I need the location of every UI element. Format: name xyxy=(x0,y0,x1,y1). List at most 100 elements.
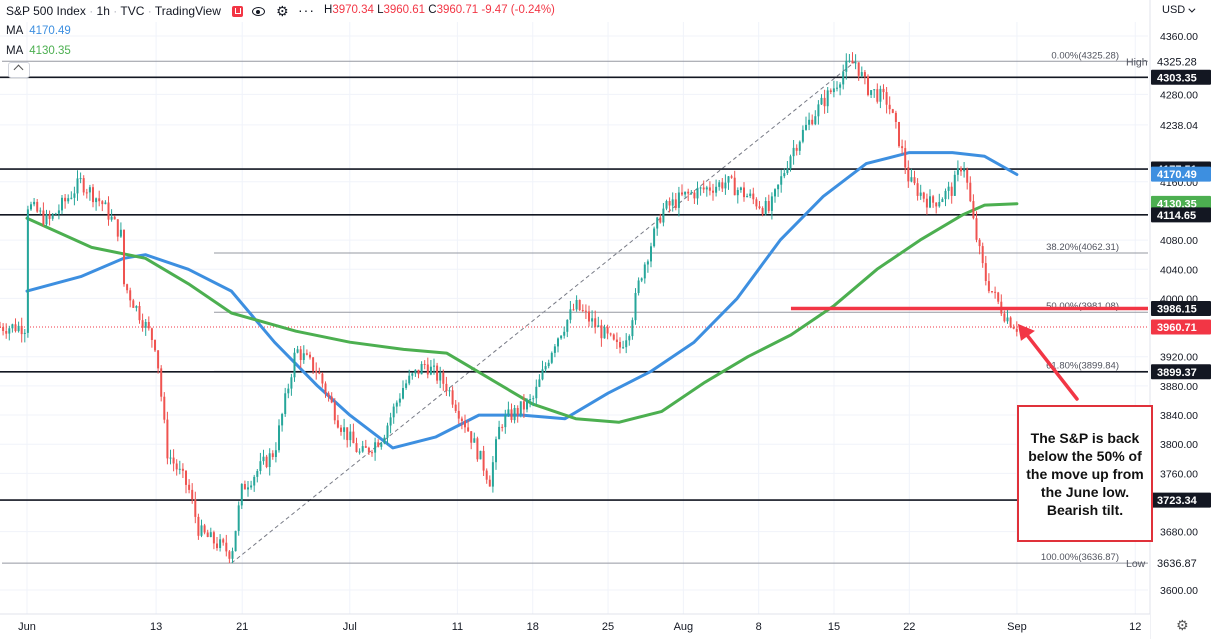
candle-body xyxy=(346,427,349,441)
candle-body xyxy=(550,352,553,363)
candle-body xyxy=(216,543,218,549)
gear-icon[interactable]: ⚙ xyxy=(276,3,289,19)
candle xyxy=(132,298,135,308)
candle xyxy=(817,100,820,125)
price-badge xyxy=(1151,166,1211,182)
candle xyxy=(281,412,284,432)
candle-body xyxy=(340,427,342,432)
candle-body xyxy=(445,383,448,391)
candle xyxy=(92,184,94,208)
annotation-text: The S&P is back below the 50% of the mov… xyxy=(1026,429,1144,518)
candle xyxy=(569,301,572,324)
candle-body xyxy=(299,349,302,360)
candle-body xyxy=(88,187,91,193)
candle xyxy=(755,197,758,210)
candle xyxy=(1015,321,1018,337)
candle xyxy=(200,519,203,538)
ma-legend-2[interactable]: MA 4130.35 xyxy=(6,45,71,57)
candle xyxy=(1009,316,1012,329)
candle xyxy=(724,174,727,195)
candle xyxy=(789,154,792,172)
candle xyxy=(947,181,950,200)
candle-body xyxy=(504,414,507,428)
candle xyxy=(687,188,690,201)
candle-body xyxy=(321,373,324,384)
candle xyxy=(243,480,246,490)
candle-body xyxy=(910,177,913,182)
candle-body xyxy=(761,208,764,214)
candle xyxy=(929,189,931,209)
candle-body xyxy=(361,446,364,452)
candle xyxy=(237,501,240,536)
candle xyxy=(470,431,473,450)
ma-legend-1[interactable]: MA 4170.49 xyxy=(6,25,71,37)
candle xyxy=(460,416,463,430)
candle-body xyxy=(566,319,569,332)
candle-body xyxy=(975,218,978,240)
currency-selector[interactable]: USD xyxy=(1162,4,1193,16)
candle xyxy=(783,168,786,179)
candle-body xyxy=(913,177,916,184)
chart-settings-icon[interactable]: ⚙ xyxy=(1176,617,1189,633)
candle xyxy=(188,479,191,494)
collapse-legend-button[interactable] xyxy=(8,62,30,78)
candle xyxy=(836,81,838,92)
candle-body xyxy=(1015,328,1018,332)
time-tick-label: 22 xyxy=(903,621,915,633)
candle-body xyxy=(402,388,404,399)
candle xyxy=(262,449,265,465)
candle-body xyxy=(439,372,442,381)
candle xyxy=(318,367,321,375)
candle xyxy=(278,419,280,453)
candle xyxy=(550,351,553,365)
candle xyxy=(991,291,993,294)
candle xyxy=(442,369,445,391)
more-icon[interactable]: ··· xyxy=(298,2,315,18)
eye-icon[interactable] xyxy=(252,7,265,16)
candle xyxy=(891,108,894,114)
candle-body xyxy=(429,366,432,375)
candle-body xyxy=(482,450,485,471)
candle-body xyxy=(659,217,662,223)
candle-body xyxy=(547,362,550,367)
candle-body xyxy=(653,228,656,247)
candle-body xyxy=(57,210,60,214)
candle-body xyxy=(984,263,987,281)
candle xyxy=(839,82,842,96)
candle-body xyxy=(820,97,823,105)
price-tick-label: 3600.00 xyxy=(1160,585,1198,597)
candle-body xyxy=(873,89,876,91)
candle-body xyxy=(898,122,900,147)
candle xyxy=(588,305,590,327)
candle xyxy=(504,409,507,434)
candle-body xyxy=(61,197,63,211)
candle xyxy=(349,424,352,447)
time-tick-label: 18 xyxy=(527,621,539,633)
candle xyxy=(154,339,156,352)
candle-body xyxy=(212,532,215,544)
candle-body xyxy=(107,202,110,220)
candle xyxy=(857,62,860,81)
candle-body xyxy=(5,331,8,334)
candle-body xyxy=(45,214,48,225)
candle xyxy=(33,198,36,207)
candle-body xyxy=(591,318,594,322)
candle xyxy=(476,436,479,462)
candle xyxy=(479,450,482,460)
candle-body xyxy=(715,186,718,193)
candle xyxy=(770,192,773,220)
candle-body xyxy=(141,320,144,328)
candle xyxy=(426,357,429,379)
symbol-title[interactable]: S&P 500 Index · 1h · TVC · TradingView xyxy=(6,4,221,18)
candle xyxy=(758,201,761,210)
candle-body xyxy=(234,530,237,552)
candle-body xyxy=(237,505,240,531)
candle-body xyxy=(758,206,761,209)
price-badge-label: 4114.65 xyxy=(1157,210,1196,222)
candle xyxy=(919,184,922,200)
price-badge xyxy=(1151,364,1211,380)
candle xyxy=(842,64,845,90)
candle-body xyxy=(336,420,339,428)
